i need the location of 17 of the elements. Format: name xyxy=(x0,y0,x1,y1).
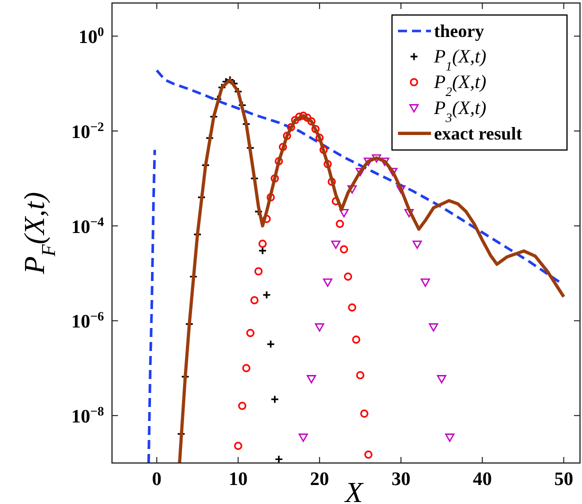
x-tick-label: 20 xyxy=(310,469,330,490)
y-tick-label: 10$^{0}$ xyxy=(78,24,104,48)
legend-label: P$_{1}$(X,t) xyxy=(433,46,486,74)
x-tick-label: 50 xyxy=(554,469,574,490)
y-tick-label: 10$^{−4}$ xyxy=(71,213,105,238)
legend-label: theory xyxy=(434,21,484,41)
y-tick-label: 10$^{−6}$ xyxy=(71,308,105,333)
y-tick-label: 10$^{−2}$ xyxy=(71,118,104,144)
x-axis-title: X xyxy=(344,477,364,504)
x-tick-label: 10 xyxy=(228,469,248,490)
legend-label: P$_{3}$(X,t) xyxy=(433,98,486,124)
x-tick-label: 30 xyxy=(391,469,410,490)
legend-label: exact result xyxy=(434,123,522,144)
x-tick-label: 40 xyxy=(472,469,492,490)
legend-label: P$_{2}$(X,t) xyxy=(433,72,486,99)
y-tick-label: 10$^{−8}$ xyxy=(71,403,105,428)
x-tick-label: 0 xyxy=(152,469,162,490)
